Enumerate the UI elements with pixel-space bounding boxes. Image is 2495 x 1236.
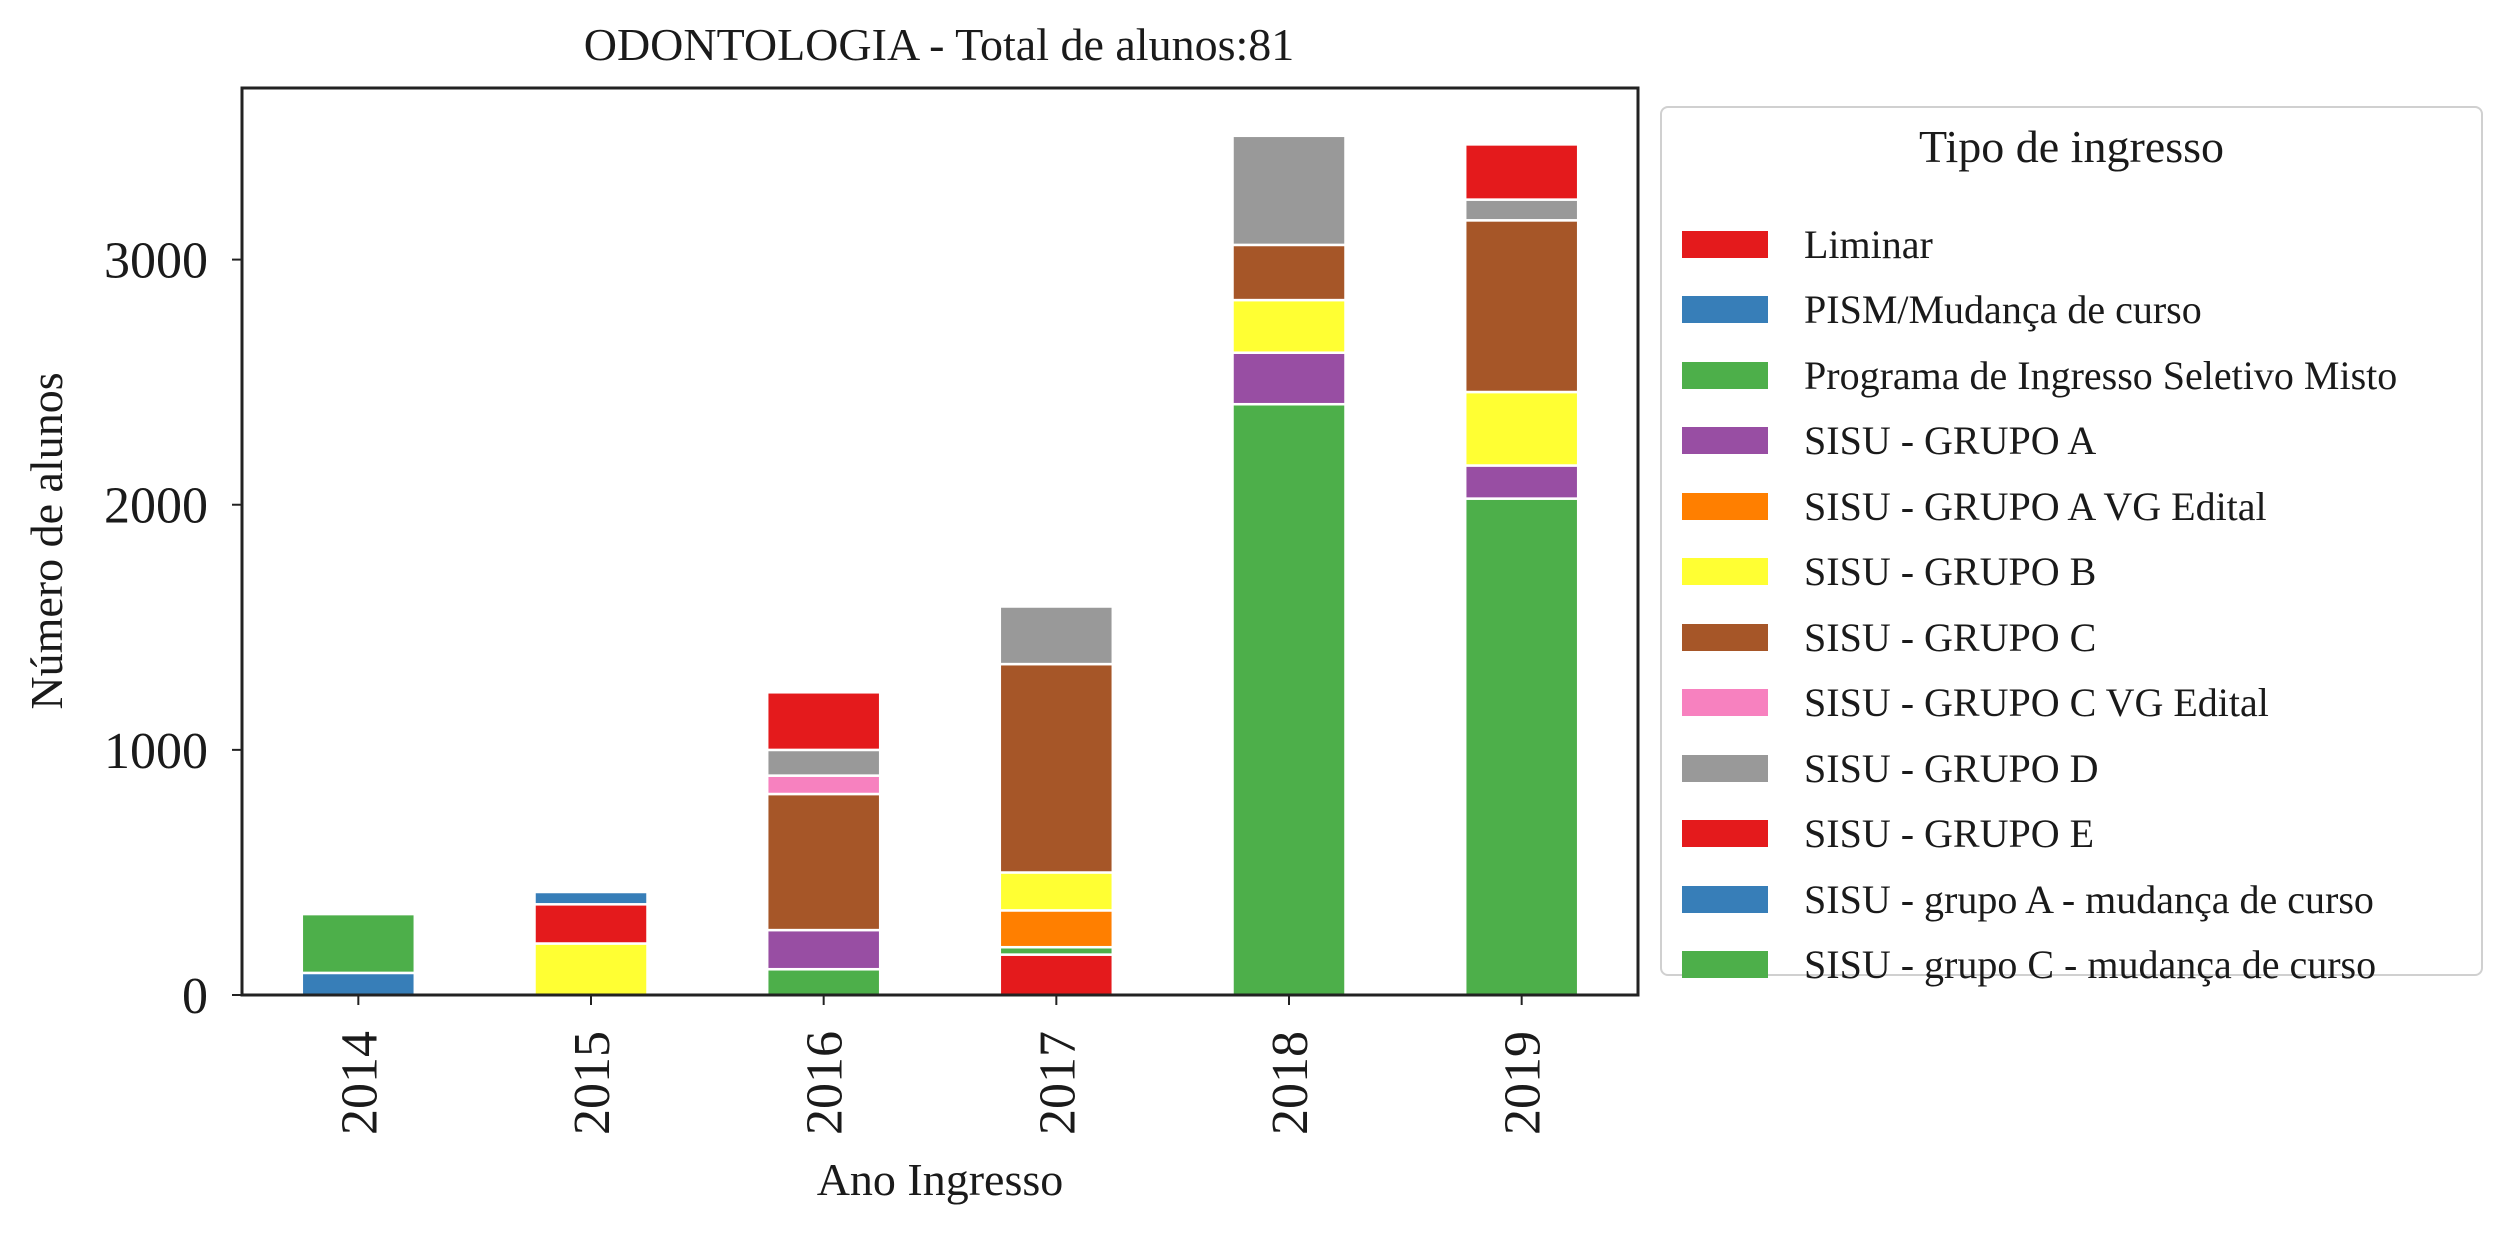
legend: Tipo de ingresso Liminar PISM/Mudança de …	[1660, 106, 2483, 987]
legend-label: SISU - GRUPO A VG Edital	[1804, 483, 2267, 529]
bar-2019-sisu-grupo-c	[1463, 219, 1580, 394]
legend-label: SISU - grupo C - mudança de curso	[1804, 942, 2377, 987]
chart-title: ODONTOLOGIA - Total de alunos:81	[584, 19, 1295, 70]
bar-2019-sisu-grupo-e	[1463, 143, 1580, 201]
bar-2018-sisu-grupo-a	[1231, 351, 1347, 406]
bar-2018-sisu-grupo-d	[1231, 134, 1347, 247]
x-tick-label: 2015	[564, 1031, 621, 1135]
legend-item-sisu-grupo-c: SISU - GRUPO C	[1682, 607, 2096, 667]
legend-swatch	[1682, 230, 1768, 258]
bar-2019-sisu-grupo-c-mudanca-de-curso	[1463, 497, 1580, 997]
x-tick-label: 2016	[797, 1031, 854, 1135]
plot-frame	[240, 86, 1640, 997]
bar-2018-sisu-grupo-c-mudanca-de-curso	[1231, 402, 1347, 997]
legend-item-sisu-grupo-b: SISU - GRUPO B	[1682, 542, 2096, 602]
y-tick-label: 3000	[104, 233, 208, 290]
legend-swatch	[1682, 558, 1768, 585]
x-tick-label: 2019	[1495, 1031, 1552, 1135]
legend-label: PISM/Mudança de curso	[1804, 287, 2202, 332]
bar-2017-sisu-grupo-a-vg-edital	[998, 909, 1115, 949]
y-tick-label: 1000	[104, 723, 208, 780]
legend-item-sisu-grupo-c-vg-edital: SISU - GRUPO C VG Edital	[1682, 673, 2269, 733]
x-axis-label: Ano Ingresso	[817, 1154, 1064, 1205]
legend-swatch	[1682, 427, 1768, 454]
legend-swatch	[1682, 754, 1768, 782]
bar-2018-sisu-grupo-c	[1231, 243, 1347, 302]
bar-2019-sisu-grupo-a	[1463, 464, 1580, 500]
legend-label: SISU - GRUPO D	[1804, 745, 2099, 791]
legend-swatch	[1682, 492, 1768, 520]
legend-item-sisu-grupo-a-mudanca-de-curso: SISU - grupo A - mudança de curso	[1682, 869, 2374, 929]
legend-item-sisu-grupo-d: SISU - GRUPO D	[1682, 738, 2099, 798]
bar-2016-sisu-grupo-a	[765, 928, 882, 971]
legend-label: SISU - GRUPO E	[1804, 811, 2095, 856]
legend-item-sisu-grupo-a-vg-edital: SISU - GRUPO A VG Edital	[1682, 476, 2267, 536]
bars-layer	[300, 134, 1580, 997]
legend-label: Liminar	[1804, 221, 1933, 267]
legend-swatch	[1682, 361, 1768, 389]
bar-2016-sisu-grupo-d	[765, 748, 882, 777]
bar-2016-sisu-grupo-e	[765, 691, 882, 752]
legend-item-sisu-grupo-a: SISU - GRUPO A	[1682, 411, 2096, 471]
bar-2015-sisu-grupo-e	[533, 903, 649, 945]
legend-label: SISU - GRUPO C	[1804, 614, 2097, 660]
bar-2017-sisu-grupo-b	[998, 871, 1115, 912]
legend-swatch	[1682, 951, 1768, 978]
legend-item-sisu-grupo-c-mudanca-de-curso: SISU - grupo C - mudança de curso	[1682, 935, 2376, 995]
legend-title: Tipo de ingresso	[1919, 121, 2224, 172]
legend-swatch	[1682, 689, 1768, 716]
legend-item-liminar: Liminar	[1682, 214, 1933, 274]
y-axis: 0 1000 2000 3000	[104, 233, 242, 1025]
bar-2018-sisu-grupo-b	[1231, 298, 1347, 354]
y-tick-label: 0	[182, 968, 208, 1025]
bar-2017-sisu-grupo-d	[998, 605, 1115, 666]
legend-label: SISU - GRUPO B	[1804, 549, 2097, 594]
legend-item-pism-mudanca-de-curso: PISM/Mudança de curso	[1682, 280, 2202, 340]
bar-2015-sisu-grupo-a-mudanca-de-curso	[533, 890, 649, 906]
y-tick-label: 2000	[104, 478, 208, 535]
bar-2014-sisu-grupo-c-mudanca-de-curso	[300, 912, 417, 975]
legend-item-programa-de-ingresso-seletivo-misto: Programa de Ingresso Seletivo Misto	[1682, 345, 2397, 405]
bar-2014-sisu-grupo-a-mudanca-de-curso	[300, 971, 417, 997]
bar-2016-sisu-grupo-c-vg-edital	[765, 774, 882, 796]
legend-label: SISU - GRUPO C VG Edital	[1804, 680, 2269, 725]
bar-2015-sisu-grupo-b	[533, 942, 649, 997]
bar-2017-sisu-grupo-c	[998, 662, 1115, 874]
legend-swatch	[1682, 820, 1768, 847]
x-tick-label: 2014	[331, 1031, 388, 1135]
bar-2019-sisu-grupo-d	[1463, 198, 1580, 222]
x-axis: 2014 2015 2016 2017 2018 2019	[331, 995, 1552, 1135]
legend-item-sisu-grupo-e: SISU - GRUPO E	[1682, 804, 2094, 864]
bar-2016-sisu-grupo-c	[765, 792, 882, 932]
x-tick-label: 2017	[1029, 1031, 1086, 1135]
x-tick-label: 2018	[1262, 1031, 1319, 1135]
legend-swatch	[1682, 296, 1768, 323]
legend-label: SISU - grupo A - mudança de curso	[1804, 876, 2374, 922]
legend-swatch	[1682, 623, 1768, 651]
legend-label: Programa de Ingresso Seletivo Misto	[1804, 352, 2398, 398]
bar-2017-sisu-grupo-e	[998, 953, 1115, 997]
bar-2016-sisu-grupo-c-mudanca-de-curso	[765, 968, 882, 997]
y-axis-label: Número de alunos	[21, 372, 72, 709]
legend-swatch	[1682, 885, 1768, 913]
bar-2019-sisu-grupo-b	[1463, 390, 1580, 467]
legend-label: SISU - GRUPO A	[1804, 418, 2097, 463]
